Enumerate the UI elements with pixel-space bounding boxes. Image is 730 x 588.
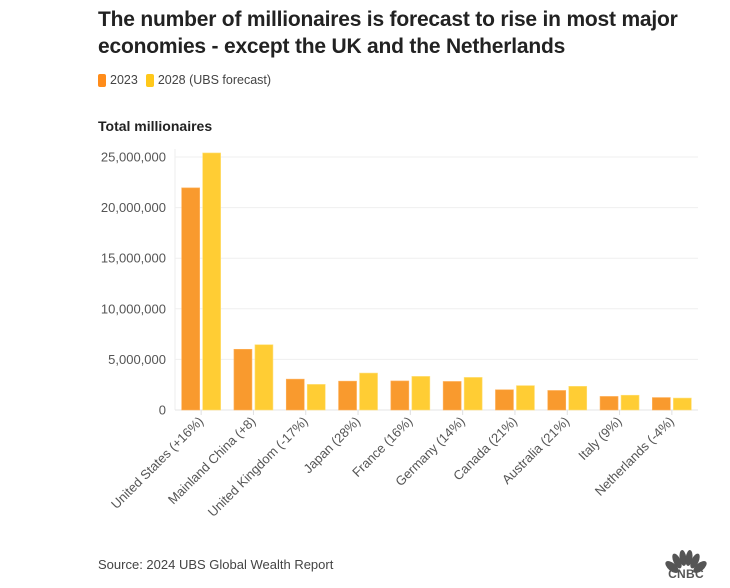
- y-tick-label: 10,000,000: [101, 301, 166, 316]
- bar-2023: [495, 389, 514, 411]
- y-tick-label: 20,000,000: [101, 200, 166, 215]
- bar-2028: [254, 344, 274, 411]
- bar-2028: [202, 152, 221, 411]
- legend-swatch-2028: [145, 73, 154, 87]
- x-axis: United States (+16%)Mainland China (+8)U…: [108, 410, 677, 520]
- bar-2023: [442, 381, 462, 411]
- y-tick-label: 5,000,000: [108, 352, 166, 367]
- gridlines: [174, 149, 698, 411]
- chart-title: The number of millionaires is forecast t…: [98, 8, 678, 58]
- bar-2023: [181, 187, 200, 411]
- bar-2023: [547, 390, 567, 411]
- legend-swatch-2023: [98, 73, 106, 87]
- y-tick-label: 0: [159, 403, 166, 418]
- bar-2023: [652, 397, 671, 411]
- bar-2023: [599, 396, 619, 411]
- bar-2028: [620, 394, 640, 411]
- cnbc-peacock-icon: [665, 550, 707, 573]
- bar-2028: [463, 377, 483, 411]
- y-tick-label: 25,000,000: [101, 150, 166, 165]
- x-tick-label: Italy (9%): [575, 414, 624, 463]
- cnbc-logo-text: CNBC: [668, 567, 704, 581]
- bar-2023: [233, 348, 253, 411]
- bar-2028: [516, 385, 535, 411]
- bar-2023: [390, 380, 410, 411]
- bar-2028: [673, 397, 692, 411]
- source-note: Source: 2024 UBS Global Wealth Report: [98, 557, 334, 572]
- bars: [181, 152, 692, 411]
- legend-item-2023[interactable]: 2023: [98, 73, 138, 87]
- x-tick-label: Mainland China (+8): [165, 414, 259, 508]
- bar-2028: [568, 386, 588, 411]
- chart-subtitle: Total millionaires: [98, 118, 213, 134]
- x-tick-label: United Kingdom (-17%): [205, 414, 311, 520]
- legend-item-2028[interactable]: 2028 (UBS forecast): [145, 73, 272, 87]
- legend-label-2023: 2023: [110, 73, 138, 87]
- bar-2023: [285, 378, 305, 411]
- y-tick-label: 15,000,000: [101, 251, 166, 266]
- legend-label-2028: 2028 (UBS forecast): [157, 73, 272, 87]
- bar-2028: [306, 384, 326, 411]
- bar-2023: [338, 380, 357, 411]
- legend: 2023 2028 (UBS forecast): [98, 73, 279, 87]
- bar-2028: [359, 372, 378, 411]
- bar-2028: [411, 376, 431, 411]
- x-tick-label: United States (+16%): [108, 414, 206, 512]
- y-axis: 0 5,000,000 10,000,000 15,000,000 20,000,000…: [101, 150, 166, 418]
